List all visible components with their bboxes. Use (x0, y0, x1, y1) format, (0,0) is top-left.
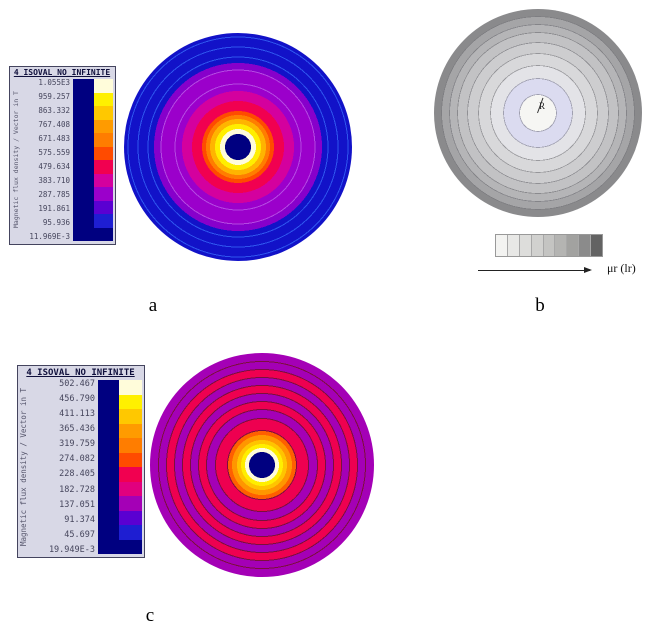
legend-value: 479.634 (38, 162, 70, 171)
legend-a: 4_ISOVAL_NO_INFINITE Magnetic flux densi… (9, 66, 116, 245)
isoplot-b: R (434, 9, 642, 217)
legend-axis-label: Magnetic flux density / Vector in T (19, 387, 28, 547)
legend-color-step (94, 173, 113, 187)
subfigure-label-c: c (145, 605, 155, 626)
isoplot-c (150, 353, 374, 577)
legend-color-step (94, 133, 113, 147)
legend-value: 91.374 (64, 514, 95, 525)
legend-color-step (119, 510, 142, 525)
legend-color-step (94, 119, 113, 133)
legend-value: 287.785 (38, 190, 70, 199)
legend-color-step (119, 394, 142, 409)
legend-color-step (119, 452, 142, 467)
legend-color-step (119, 438, 142, 453)
legend-value: 383.710 (38, 176, 70, 185)
legend-value: 137.051 (59, 499, 95, 510)
legend-color-step (119, 539, 142, 554)
legend-color-step (94, 106, 113, 120)
legend-colorbar (98, 380, 142, 554)
gray-colorbar-cell (542, 235, 555, 256)
legend-value: 671.483 (38, 134, 70, 143)
legend-value: 45.697 (64, 529, 95, 540)
legend-color-step (119, 423, 142, 438)
legend-color-step (119, 496, 142, 511)
legend-value: 456.790 (59, 394, 95, 405)
legend-c: 4_ISOVAL_NO_INFINITE Magnetic flux densi… (17, 365, 145, 558)
legend-value: 959.257 (38, 92, 70, 101)
legend-color-step (94, 160, 113, 174)
legend-value: 19.949E-3 (48, 544, 95, 555)
legend-value: 1.055E3 (38, 78, 70, 87)
legend-color-step (94, 146, 113, 160)
legend-color-step (119, 409, 142, 424)
gray-colorbar-cell (518, 235, 531, 256)
legend-colorbar-steps (119, 380, 142, 554)
legend-color-step (119, 525, 142, 540)
legend-body: Magnetic flux density / Vector in T 1.05… (11, 78, 113, 241)
legend-value: 365.436 (59, 424, 95, 435)
legend-title: 4_ISOVAL_NO_INFINITE (13, 68, 111, 77)
gray-colorbar-cell (578, 235, 591, 256)
gray-colorbar-cell (590, 235, 603, 256)
legend-value: 767.408 (38, 120, 70, 129)
legend-value: 182.728 (59, 484, 95, 495)
legend-color-step (119, 481, 142, 496)
legend-value: 575.559 (38, 148, 70, 157)
gray-colorbar-cell (530, 235, 543, 256)
legend-value: 319.759 (59, 439, 95, 450)
legend-color-step (119, 467, 142, 482)
legend-color-step (94, 92, 113, 106)
legend-value: 228.405 (59, 469, 95, 480)
legend-color-step (94, 200, 113, 214)
legend-value: 411.113 (59, 409, 95, 420)
legend-color-step (94, 227, 113, 241)
radius-label: R (539, 101, 546, 111)
legend-value: 274.082 (59, 454, 95, 465)
legend-color-step (119, 380, 142, 395)
legend-color-step (94, 214, 113, 228)
legend-color-step (94, 79, 113, 93)
subfigure-label-a: a (148, 295, 158, 316)
subfigure-label-b: b (535, 295, 545, 316)
legend-value: 191.861 (38, 204, 70, 213)
legend-value: 863.332 (38, 106, 70, 115)
gray-colorbar-cell (506, 235, 519, 256)
legend-value: 95.936 (42, 218, 70, 227)
legend-value: 502.467 (59, 379, 95, 389)
legend-colorbar-steps (94, 79, 113, 241)
legend-colorbar (73, 79, 113, 241)
legend-values: 502.467 456.790 411.113 365.436 319.759 274.0… (32, 380, 98, 554)
arrow-right-icon (478, 267, 592, 273)
legend-title: 4_ISOVAL_NO_INFINITE (26, 368, 135, 378)
gray-colorbar (495, 234, 603, 257)
legend-values: 1.055E3 959.257 863.332 767.408 671.483 575.5… (22, 79, 73, 241)
legend-value: 11.969E-3 (29, 232, 70, 241)
gray-colorbar-cell (566, 235, 579, 256)
colorbar-axis-label: μr (lr) (607, 261, 636, 275)
legend-colorbar-background (73, 79, 94, 241)
legend-colorbar-background (98, 380, 119, 554)
gray-colorbar-cell (496, 235, 507, 256)
isoplot-a (124, 33, 352, 261)
legend-body: Magnetic flux density / Vector in T 502.… (19, 379, 142, 554)
legend-axis-label: Magnetic flux density / Vector in T (12, 91, 20, 229)
legend-color-step (94, 187, 113, 201)
gray-colorbar-cell (554, 235, 567, 256)
